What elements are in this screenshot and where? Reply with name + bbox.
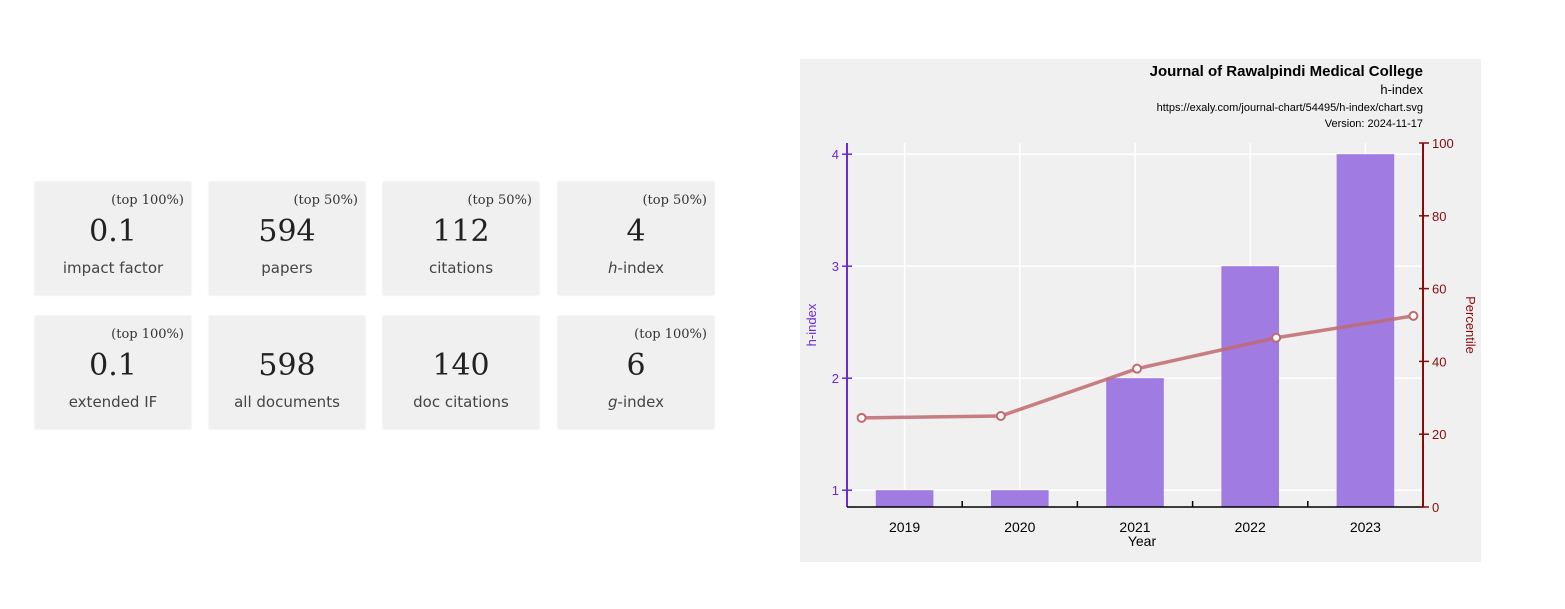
metric-value: 594 [258, 214, 316, 249]
metric-card-extended-if: (top 100%) 0.1 extended IF [35, 316, 191, 429]
metric-label-prefix: g [608, 393, 618, 411]
metric-rank: (top 50%) [467, 193, 532, 208]
metric-label: all documents [234, 393, 340, 411]
percentile-point [1132, 363, 1142, 374]
metric-label: extended IF [68, 393, 158, 411]
y-tick-label-right: 60 [1432, 282, 1446, 297]
chart-source: https://exaly.com/journal-chart/54495/h-… [1157, 102, 1423, 114]
metric-rank: (top 50%) [293, 193, 358, 208]
metric-card-all-documents: 598 all documents [209, 316, 365, 429]
metric-value: 598 [258, 348, 316, 383]
bar [1106, 378, 1164, 507]
y-axis-label-right: Percentile [1463, 296, 1478, 354]
bar [875, 490, 934, 507]
metric-label: papers [261, 259, 313, 277]
metric-value: 0.1 [89, 348, 137, 383]
chart-subtitle: h-index [1380, 82, 1423, 97]
y-tick-label-right: 40 [1432, 354, 1446, 369]
metric-rank: (top 100%) [111, 193, 184, 208]
y-axis-label-left: h-index [804, 303, 819, 346]
metric-value: 4 [626, 214, 646, 249]
chart-svg: Journal of Rawalpindi Medical College h-i… [804, 63, 1478, 549]
metric-card-impact-factor: (top 100%) 0.1 impact factor [35, 182, 191, 295]
y-tick-label-left: 4 [832, 147, 839, 162]
x-tick-label: 2022 [1235, 519, 1266, 535]
metric-value: 0.1 [89, 214, 137, 249]
y-tick-label-left: 2 [832, 371, 839, 386]
metric-label-suffix: -index [617, 393, 664, 411]
metric-card-g-index: (top 100%) 6 g-index [558, 316, 714, 429]
x-tick-label: 2023 [1350, 519, 1381, 535]
percentile-point [995, 411, 1006, 421]
x-tick-label: 2021 [1119, 519, 1150, 535]
metric-label-prefix: h [608, 259, 618, 277]
bar [991, 490, 1049, 507]
metric-card-h-index: (top 50%) 4 h-index [558, 182, 714, 295]
x-tick-label: 2020 [1004, 519, 1035, 535]
y-tick-label-right: 0 [1432, 500, 1439, 515]
metric-card-doc-citations: 140 doc citations [383, 316, 539, 429]
metric-value: 140 [432, 348, 490, 383]
metric-card-papers: (top 50%) 594 papers [209, 182, 365, 295]
y-tick-label-left: 1 [832, 483, 839, 498]
metric-rank: (top 50%) [642, 193, 707, 208]
metric-label: impact factor [62, 259, 164, 277]
h-index-chart: Journal of Rawalpindi Medical College h-i… [800, 59, 1481, 562]
x-axis-label: Year [1128, 533, 1157, 549]
chart-title: Journal of Rawalpindi Medical College [1150, 63, 1423, 80]
metric-rank: (top 100%) [111, 327, 184, 342]
x-tick-label: 2019 [889, 519, 920, 535]
metric-card-citations: (top 50%) 112 citations [383, 182, 539, 295]
metric-value: 112 [432, 214, 490, 249]
percentile-point [856, 412, 867, 423]
metric-value: 6 [626, 348, 646, 383]
bar [1221, 266, 1279, 507]
percentile-point [1271, 332, 1282, 343]
metric-rank: (top 100%) [634, 327, 707, 342]
metric-label: citations [428, 259, 494, 277]
metric-label: g-index [558, 393, 714, 411]
chart-version: Version: 2024-11-17 [1325, 118, 1423, 130]
percentile-point [1408, 310, 1419, 321]
y-tick-label-right: 20 [1432, 427, 1446, 442]
metric-label-suffix: -index [617, 259, 664, 277]
metric-label: doc citations [413, 393, 509, 411]
y-tick-label-right: 100 [1432, 136, 1454, 151]
metric-label: h-index [558, 259, 714, 277]
y-tick-label-right: 80 [1432, 209, 1446, 224]
bar [1336, 154, 1395, 507]
y-tick-label-left: 3 [832, 259, 839, 274]
